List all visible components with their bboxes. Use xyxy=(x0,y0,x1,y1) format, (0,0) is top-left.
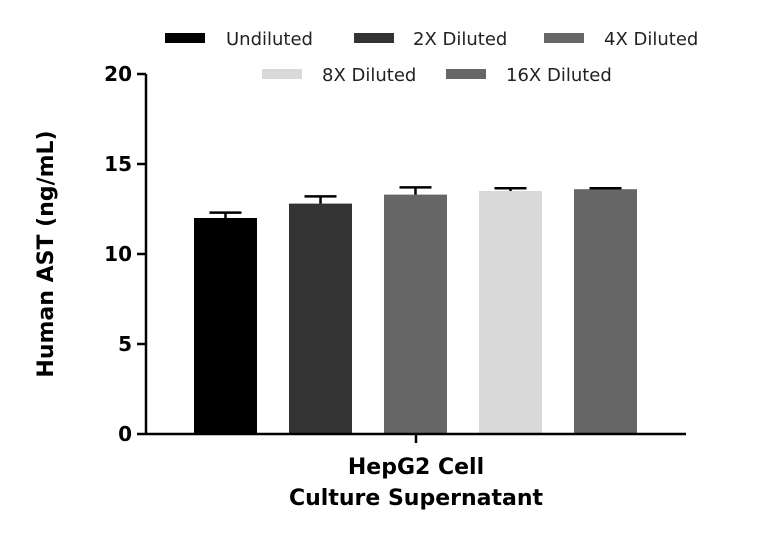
bar-undiluted xyxy=(194,218,257,434)
y-tick-label: 15 xyxy=(104,152,132,176)
legend-label: 4X Diluted xyxy=(604,29,698,50)
legend-swatch xyxy=(544,33,584,43)
legend-swatch xyxy=(262,69,302,79)
x-axis-title-line-2: Culture Supernatant xyxy=(289,486,544,511)
legend-swatch xyxy=(354,33,394,43)
legend-label: Undiluted xyxy=(226,29,313,50)
x-axis-title-line-1: HepG2 Cell xyxy=(348,455,484,480)
legend-label: 16X Diluted xyxy=(506,65,612,86)
legend-label: 2X Diluted xyxy=(413,29,507,50)
y-tick-label: 5 xyxy=(118,332,132,356)
legend: Undiluted 2X Diluted 4X Diluted 8X Diluted 1… xyxy=(165,29,698,86)
y-ticks: 0 5 10 15 20 xyxy=(104,62,146,446)
y-tick-label: 0 xyxy=(118,422,132,446)
legend-label: 8X Diluted xyxy=(322,65,416,86)
bar-4x-diluted xyxy=(384,194,447,434)
bar-16x-diluted xyxy=(574,189,637,434)
y-tick-label: 10 xyxy=(104,242,132,266)
legend-swatch xyxy=(165,33,205,43)
y-tick-label: 20 xyxy=(104,62,132,86)
y-axis-title: Human AST (ng/mL) xyxy=(34,130,59,377)
bars xyxy=(194,186,637,434)
bar-2x-diluted xyxy=(289,203,352,434)
legend-swatch xyxy=(446,69,486,79)
bar-8x-diluted xyxy=(479,191,542,434)
